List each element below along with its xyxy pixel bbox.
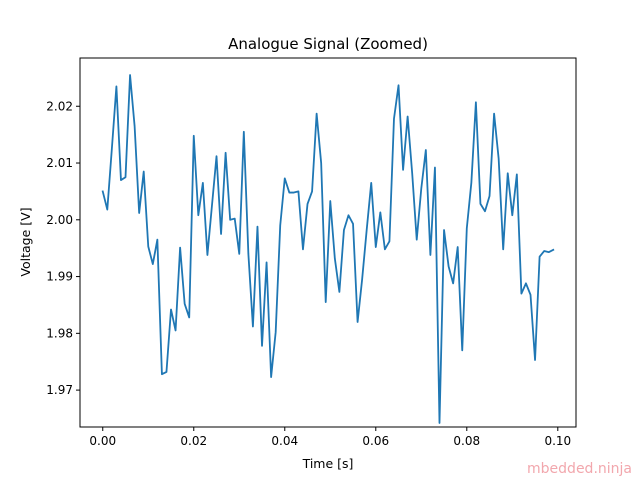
y-tick-label: 1.98 xyxy=(46,326,73,340)
x-tick-label: 0.10 xyxy=(544,434,571,448)
x-axis-label: Time [s] xyxy=(302,456,354,471)
y-tick-label: 1.97 xyxy=(46,383,73,397)
y-tick-label: 2.02 xyxy=(46,99,73,113)
x-tick-label: 0.02 xyxy=(180,434,207,448)
chart-title: Analogue Signal (Zoomed) xyxy=(228,35,428,53)
y-axis-label: Voltage [V] xyxy=(18,207,33,276)
series-line xyxy=(101,74,555,424)
watermark-text: mbedded.ninja xyxy=(527,461,632,477)
x-tick-label: 0.08 xyxy=(453,434,480,448)
y-axis: 1.97 1.98 1.99 2.00 2.01 2.02 xyxy=(46,99,80,397)
axes-frame xyxy=(79,57,577,428)
plot-area xyxy=(79,57,577,428)
x-tick-label: 0.04 xyxy=(271,434,298,448)
y-tick-label: 1.99 xyxy=(46,270,73,284)
y-tick-label: 2.01 xyxy=(46,156,73,170)
x-tick-label: 0.00 xyxy=(89,434,116,448)
x-axis: 0.00 0.02 0.04 0.06 0.08 0.10 xyxy=(89,427,571,448)
y-tick-label: 2.00 xyxy=(46,213,73,227)
x-tick-label: 0.06 xyxy=(362,434,389,448)
